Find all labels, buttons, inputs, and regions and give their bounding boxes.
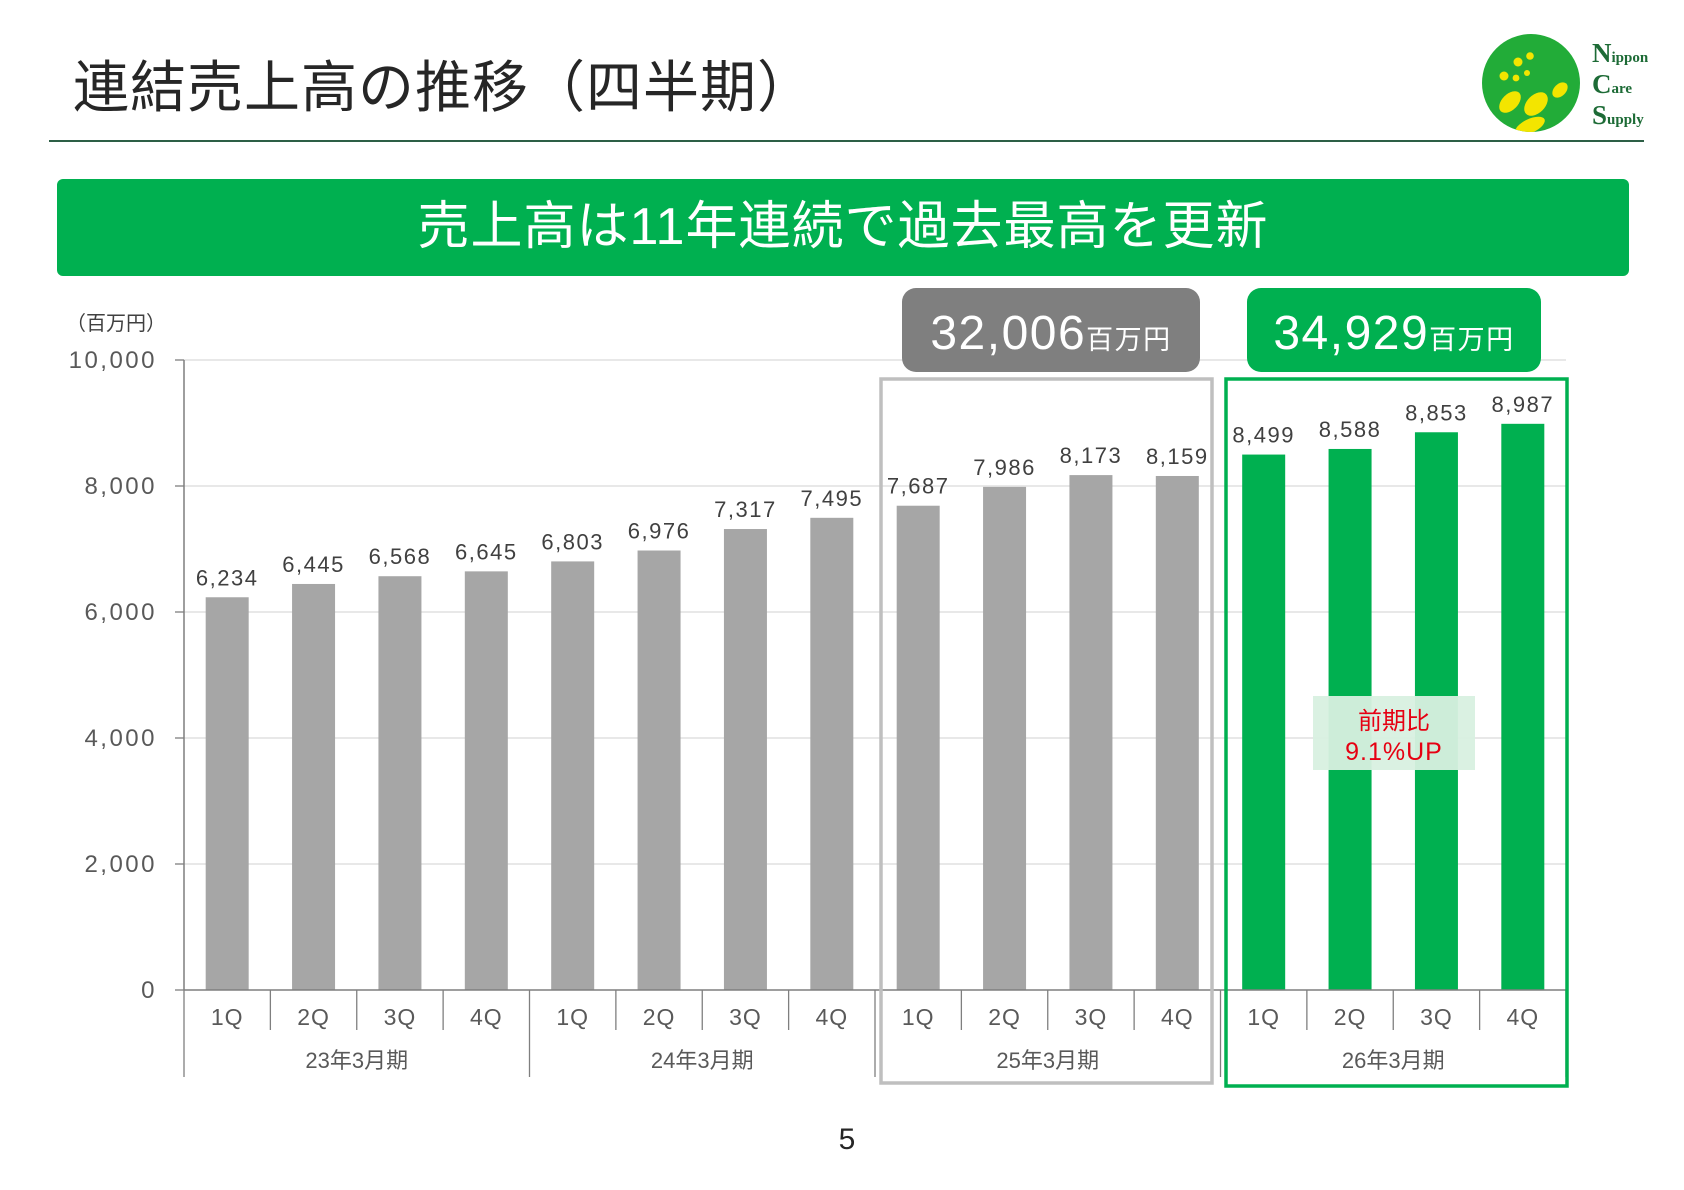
y-tick-label: 6,000 [84,599,157,626]
data-label: 6,976 [628,519,691,544]
growth-annotation-value: 9.1%UP [1345,738,1443,766]
data-label: 8,588 [1319,417,1382,442]
x-tick-label: 1Q [902,1004,935,1030]
total-value: 32,006 [930,307,1086,360]
data-label: 7,687 [887,474,950,499]
logo-line-care: Care [1592,69,1633,99]
y-tick-label: 4,000 [84,725,157,752]
fy26-total-badge: 34,929百万円 [1247,288,1541,372]
bar-g3-q2 [983,486,1027,990]
data-label: 8,173 [1060,443,1123,468]
page-title: 連結売上高の推移（四半期） [73,56,814,119]
x-tick-label: 1Q [556,1004,589,1030]
axes [175,359,1567,1077]
x-tick-label: 4Q [815,1004,848,1030]
data-label: 7,986 [973,455,1036,480]
data-label: 8,853 [1405,400,1468,425]
x-tick-label: 3Q [1420,1004,1453,1030]
bars [205,423,1545,991]
bar-g1-q4 [464,571,508,990]
growth-annotation-label: 前期比 [1358,708,1430,735]
bar-g1-q2 [292,583,336,990]
bar-g3-q3 [1069,475,1113,990]
data-label: 8,499 [1232,423,1295,448]
x-tick-label: 3Q [384,1004,417,1030]
total-unit: 百万円 [1429,325,1515,355]
company-logo-icon [1482,34,1580,132]
bar-g4-q4 [1501,423,1545,991]
data-label: 6,568 [369,544,432,569]
bar-g1-q3 [378,576,422,990]
bar-g1-q1 [205,597,249,990]
bar-g3-q1 [896,505,940,990]
fy25-total-badge-bg [902,288,1200,372]
data-label: 6,445 [282,552,345,577]
x-tick-label: 3Q [729,1004,762,1030]
x-group-label: 24年3月期 [651,1048,754,1073]
fy26-highlight-box [1224,377,1569,1088]
fy26-total-text: 34,929百万円 [1273,307,1514,360]
headline-banner: 売上高は11年連続で過去最高を更新 [57,179,1629,276]
x-tick-label: 2Q [1334,1004,1367,1030]
company-logo-text: Nippon Care Supply [1592,38,1649,133]
x-group-label: 25年3月期 [996,1048,1099,1073]
page-number: 5 [838,1123,856,1156]
y-tick-label: 10,000 [69,347,157,374]
y-tick-label: 2,000 [84,851,157,878]
labels: 0 2,000 4,000 6,000 8,000 10,000 6,234 1Q 6,445 2… [69,347,1555,1073]
x-tick-label: 3Q [1075,1004,1108,1030]
total-value: 34,929 [1273,307,1429,360]
y-axis-unit-label: （百万円） [66,312,166,335]
x-tick-label: 2Q [297,1004,330,1030]
total-unit: 百万円 [1086,325,1172,355]
bar-g2-q3 [723,529,767,990]
x-tick-label: 2Q [988,1004,1021,1030]
data-label: 6,234 [196,565,259,590]
x-group-label: 26年3月期 [1342,1048,1445,1073]
x-group-label: 23年3月期 [305,1048,408,1073]
growth-annotation: 前期比 9.1%UP [1313,696,1475,770]
fy25-highlight-box [879,377,1214,1085]
x-tick-label: 4Q [1506,1004,1539,1030]
bar-g4-q1 [1242,454,1286,990]
data-label: 7,495 [801,486,864,511]
x-tick-label: 4Q [1161,1004,1194,1030]
fy25-total-text: 32,006百万円 [930,307,1171,360]
growth-annotation-bg [1313,696,1475,770]
y-tick-label: 0 [141,977,157,1004]
data-label: 6,803 [541,529,604,554]
x-tick-label: 4Q [470,1004,503,1030]
logo-line-nippon: Nippon [1592,38,1649,68]
fy26-total-badge-bg [1247,288,1541,372]
bar-g2-q2 [637,550,681,990]
data-label: 8,159 [1146,444,1209,469]
x-tick-label: 2Q [643,1004,676,1030]
x-tick-label: 1Q [1247,1004,1280,1030]
bar-g2-q1 [551,561,595,990]
bar-g3-q4 [1155,475,1199,990]
logo-line-supply: Supply [1592,100,1644,130]
bar-g2-q4 [810,517,854,990]
y-tick-label: 8,000 [84,473,157,500]
data-label: 7,317 [714,497,777,522]
fy25-total-badge: 32,006百万円 [902,288,1200,372]
data-label: 8,987 [1492,392,1555,417]
x-tick-label: 1Q [211,1004,244,1030]
data-label: 6,645 [455,539,518,564]
title-divider [49,140,1644,142]
